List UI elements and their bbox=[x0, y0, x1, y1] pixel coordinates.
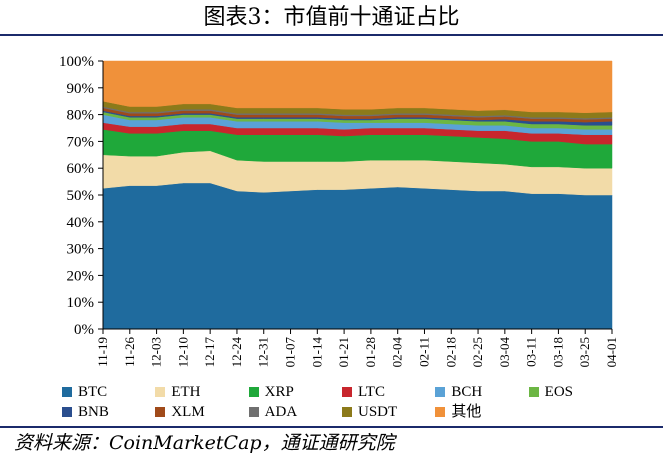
chart-legend: BTC ETH XRP LTC BCH EOS BNB XLM ADA USDT 其他 bbox=[62, 383, 622, 421]
stacked-area-chart: 0% 10% 20% 30% 40% 50% 60% 70% 80% 90% 100% 11-19 11… bbox=[59, 54, 619, 367]
legend-swatch bbox=[155, 387, 166, 397]
area-series-其他 bbox=[102, 60, 613, 113]
legend-label: ADA bbox=[264, 404, 298, 420]
y-tick-label: 100% bbox=[59, 54, 94, 70]
y-tick-label: 50% bbox=[67, 188, 95, 204]
area-layer bbox=[102, 60, 613, 330]
x-tick-label: 11-19 bbox=[95, 337, 110, 367]
area-series-btc bbox=[102, 182, 613, 330]
legend-label: USDT bbox=[358, 404, 398, 420]
x-tick-label: 12-03 bbox=[149, 337, 164, 367]
x-tick-label: 04-01 bbox=[604, 337, 619, 367]
x-tick-label: 01-07 bbox=[283, 337, 298, 368]
legend-item-ltc: LTC bbox=[342, 383, 435, 401]
legend-swatch bbox=[435, 387, 446, 397]
legend-swatch bbox=[248, 407, 259, 417]
x-tick-label: 12-10 bbox=[175, 337, 190, 367]
x-tick-label: 01-28 bbox=[363, 337, 378, 367]
x-tick-label: 03-25 bbox=[577, 337, 592, 367]
axis-layer: 0% 10% 20% 30% 40% 50% 60% 70% 80% 90% 100% 11-19 11… bbox=[59, 54, 619, 367]
x-tick-label: 03-11 bbox=[524, 337, 539, 367]
x-tick-label: 12-31 bbox=[256, 337, 271, 367]
legend-item-usdt: USDT bbox=[342, 403, 435, 421]
x-tick-label: 12-24 bbox=[229, 337, 244, 368]
legend-label: ETH bbox=[171, 384, 201, 400]
legend-item-eth: ETH bbox=[155, 383, 248, 401]
y-tick-label: 20% bbox=[67, 268, 95, 284]
x-tick-label: 12-17 bbox=[202, 337, 217, 368]
chart-title: 图表3：市值前十通证占比 bbox=[203, 5, 460, 30]
x-tick-label: 02-18 bbox=[443, 337, 458, 367]
legend-label: LTC bbox=[358, 384, 385, 400]
legend-item-ada: ADA bbox=[248, 403, 342, 421]
legend-item-bnb: BNB bbox=[62, 403, 155, 421]
legend-swatch bbox=[435, 407, 446, 417]
legend-swatch bbox=[62, 387, 72, 397]
y-tick-label: 70% bbox=[67, 134, 95, 150]
x-tick-label: 02-11 bbox=[416, 337, 431, 367]
y-tick-label: 30% bbox=[67, 242, 95, 258]
x-tick-label: 02-04 bbox=[390, 337, 405, 368]
source-divider bbox=[0, 426, 663, 428]
x-tick-label: 01-14 bbox=[309, 337, 324, 368]
legend-swatch bbox=[528, 387, 539, 397]
x-tick-label: 03-18 bbox=[550, 337, 565, 367]
legend-label: BNB bbox=[78, 404, 109, 420]
legend-label: XRP bbox=[264, 384, 294, 400]
x-tick-label: 02-25 bbox=[470, 337, 485, 367]
y-tick-label: 60% bbox=[67, 161, 95, 177]
legend-swatch bbox=[62, 407, 72, 417]
legend-item-bch: BCH bbox=[435, 383, 528, 401]
legend-swatch bbox=[342, 407, 352, 417]
y-tick-label: 80% bbox=[67, 108, 95, 124]
legend-label: BCH bbox=[451, 384, 483, 400]
legend-item-eos: EOS bbox=[528, 383, 622, 401]
legend-label: BTC bbox=[78, 384, 108, 400]
x-tick-label: 11-26 bbox=[122, 337, 137, 367]
legend-swatch bbox=[342, 387, 352, 397]
legend-item-xrp: XRP bbox=[248, 383, 342, 401]
legend-label: 其他 bbox=[451, 404, 482, 420]
legend-item-btc: BTC bbox=[62, 383, 155, 401]
legend-label: EOS bbox=[544, 384, 573, 400]
legend-label: XLM bbox=[171, 404, 205, 420]
legend-swatch bbox=[155, 407, 166, 417]
x-tick-label: 01-21 bbox=[336, 337, 351, 367]
legend-item-xlm: XLM bbox=[155, 403, 248, 421]
y-tick-label: 0% bbox=[74, 322, 94, 338]
title-divider bbox=[0, 34, 663, 36]
legend-item-其他: 其他 bbox=[435, 403, 528, 421]
y-tick-label: 40% bbox=[67, 215, 95, 231]
source-note: 资料来源：CoinMarketCap，通证通研究院 bbox=[14, 432, 395, 454]
y-tick-label: 90% bbox=[67, 81, 95, 97]
x-tick-label: 03-04 bbox=[497, 337, 512, 368]
legend-swatch bbox=[248, 387, 259, 397]
y-tick-label: 10% bbox=[67, 295, 95, 311]
